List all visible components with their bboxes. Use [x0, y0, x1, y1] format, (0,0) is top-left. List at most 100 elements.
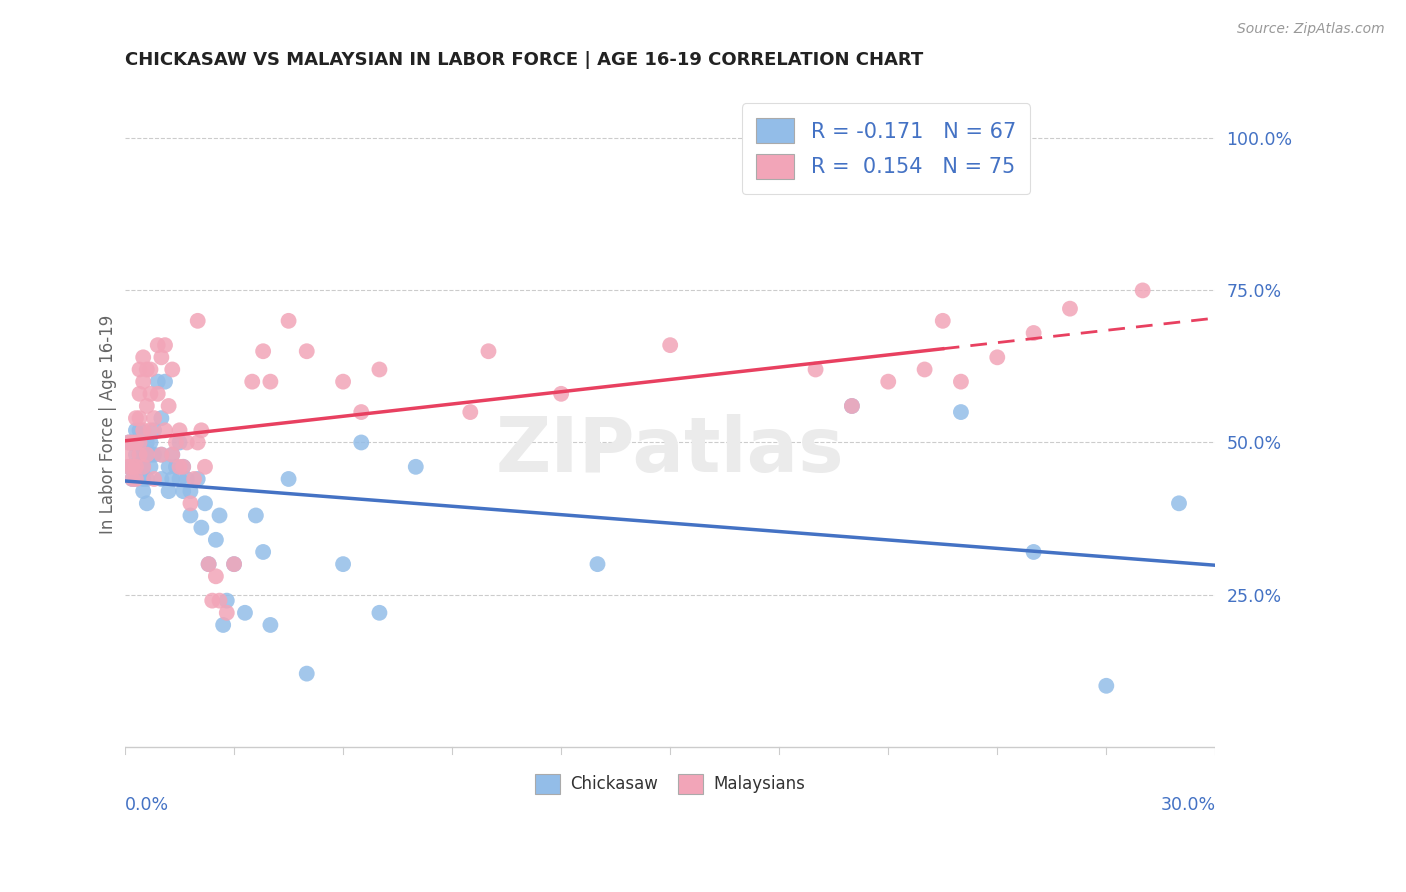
Point — [949, 375, 972, 389]
Point — [183, 472, 205, 486]
Point — [208, 508, 231, 523]
Point — [187, 472, 209, 486]
Point — [121, 472, 143, 486]
Point — [205, 533, 228, 547]
Point — [153, 338, 176, 352]
Point — [118, 448, 141, 462]
Point — [135, 435, 157, 450]
Point — [194, 459, 217, 474]
Point — [295, 344, 318, 359]
Point — [215, 593, 238, 607]
Point — [125, 423, 148, 437]
Point — [586, 557, 609, 571]
Text: 0.0%: 0.0% — [125, 796, 169, 814]
Point — [132, 484, 155, 499]
Point — [121, 472, 143, 486]
Point — [139, 435, 162, 450]
Point — [135, 362, 157, 376]
Point — [118, 459, 141, 474]
Text: ZIPatlas: ZIPatlas — [496, 414, 845, 488]
Point — [176, 435, 198, 450]
Point — [128, 411, 150, 425]
Point — [128, 448, 150, 462]
Point — [197, 557, 219, 571]
Point — [277, 314, 299, 328]
Point — [132, 351, 155, 365]
Point — [179, 496, 201, 510]
Point — [172, 459, 194, 474]
Point — [172, 459, 194, 474]
Point — [118, 435, 141, 450]
Point — [135, 448, 157, 462]
Point — [233, 606, 256, 620]
Point — [146, 387, 169, 401]
Point — [157, 399, 180, 413]
Point — [118, 435, 141, 450]
Point — [215, 606, 238, 620]
Point — [125, 472, 148, 486]
Point — [368, 606, 391, 620]
Point — [277, 472, 299, 486]
Point — [179, 484, 201, 499]
Point — [139, 387, 162, 401]
Point — [222, 557, 245, 571]
Point — [135, 496, 157, 510]
Point — [841, 399, 863, 413]
Point — [139, 448, 162, 462]
Point — [121, 435, 143, 450]
Legend: Chickasaw, Malaysians: Chickasaw, Malaysians — [529, 767, 811, 801]
Point — [252, 344, 274, 359]
Point — [132, 472, 155, 486]
Point — [150, 411, 173, 425]
Point — [197, 557, 219, 571]
Point — [139, 362, 162, 376]
Point — [205, 569, 228, 583]
Point — [405, 459, 427, 474]
Point — [153, 375, 176, 389]
Point — [169, 423, 191, 437]
Point — [187, 314, 209, 328]
Point — [169, 459, 191, 474]
Point — [162, 472, 184, 486]
Point — [153, 423, 176, 437]
Point — [125, 448, 148, 462]
Point — [986, 351, 1008, 365]
Point — [139, 423, 162, 437]
Point — [150, 448, 173, 462]
Point — [222, 557, 245, 571]
Point — [143, 448, 166, 462]
Point — [132, 459, 155, 474]
Point — [176, 472, 198, 486]
Point — [932, 314, 955, 328]
Point — [121, 459, 143, 474]
Y-axis label: In Labor Force | Age 16-19: In Labor Force | Age 16-19 — [100, 315, 117, 533]
Point — [550, 387, 572, 401]
Point — [1095, 679, 1118, 693]
Point — [1132, 284, 1154, 298]
Point — [162, 448, 184, 462]
Point — [259, 375, 281, 389]
Text: 30.0%: 30.0% — [1160, 796, 1215, 814]
Point — [162, 448, 184, 462]
Point — [157, 459, 180, 474]
Point — [190, 423, 212, 437]
Point — [1059, 301, 1081, 316]
Point — [143, 472, 166, 486]
Point — [332, 557, 354, 571]
Point — [295, 666, 318, 681]
Point — [477, 344, 499, 359]
Point — [150, 351, 173, 365]
Point — [949, 405, 972, 419]
Point — [1168, 496, 1191, 510]
Point — [841, 399, 863, 413]
Point — [132, 448, 155, 462]
Point — [135, 472, 157, 486]
Text: Source: ZipAtlas.com: Source: ZipAtlas.com — [1237, 22, 1385, 37]
Point — [172, 484, 194, 499]
Point — [135, 399, 157, 413]
Point — [187, 435, 209, 450]
Point — [125, 459, 148, 474]
Point — [128, 423, 150, 437]
Point — [914, 362, 936, 376]
Point — [157, 484, 180, 499]
